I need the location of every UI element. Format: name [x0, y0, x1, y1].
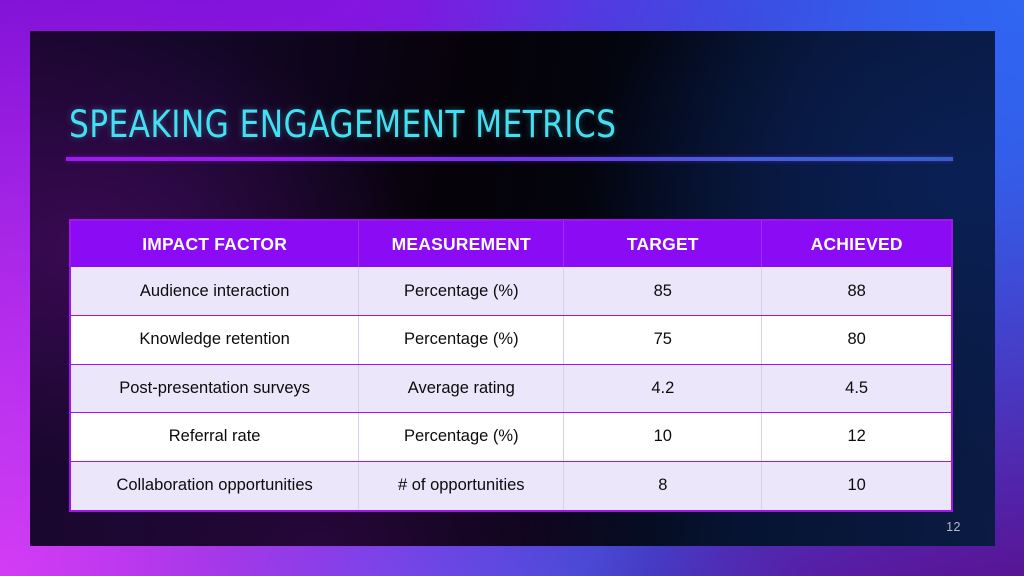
- cell-measurement: # of opportunities: [358, 461, 565, 510]
- metrics-table-container: IMPACT FACTOR MEASUREMENT TARGET ACHIEVE…: [69, 219, 953, 512]
- cell-achieved: 10: [761, 461, 951, 510]
- page-number: 12: [946, 520, 961, 534]
- cell-target: 8: [563, 461, 763, 510]
- cell-achieved: 4.5: [761, 364, 951, 413]
- cell-achieved: 12: [761, 412, 951, 462]
- cell-measurement: Percentage (%): [358, 267, 565, 316]
- metrics-table: IMPACT FACTOR MEASUREMENT TARGET ACHIEVE…: [71, 221, 951, 510]
- table-header: IMPACT FACTOR MEASUREMENT TARGET ACHIEVE…: [71, 221, 951, 267]
- slide-content-panel: SPEAKING ENGAGEMENT METRICS IMPACT FACTO…: [30, 31, 995, 546]
- table-row: Collaboration opportunities # of opportu…: [71, 461, 951, 510]
- cell-measurement: Percentage (%): [358, 315, 565, 365]
- column-header-impact-factor: IMPACT FACTOR: [71, 221, 360, 267]
- cell-target: 85: [563, 267, 763, 316]
- column-header-measurement: MEASUREMENT: [358, 221, 565, 267]
- column-header-achieved: ACHIEVED: [761, 221, 951, 267]
- table-header-row: IMPACT FACTOR MEASUREMENT TARGET ACHIEVE…: [71, 221, 951, 267]
- table-row: Audience interaction Percentage (%) 85 8…: [71, 267, 951, 316]
- cell-achieved: 80: [761, 315, 951, 365]
- cell-achieved: 88: [761, 267, 951, 316]
- cell-impact-factor: Audience interaction: [71, 267, 360, 316]
- table-row: Post-presentation surveys Average rating…: [71, 364, 951, 413]
- title-divider: [66, 157, 953, 161]
- cell-impact-factor: Referral rate: [71, 412, 360, 462]
- table-row: Referral rate Percentage (%) 10 12: [71, 412, 951, 462]
- page-title: SPEAKING ENGAGEMENT METRICS: [69, 103, 617, 146]
- cell-target: 75: [563, 315, 763, 365]
- cell-impact-factor: Knowledge retention: [71, 315, 360, 365]
- table-body: Audience interaction Percentage (%) 85 8…: [71, 267, 951, 510]
- table-row: Knowledge retention Percentage (%) 75 80: [71, 315, 951, 365]
- cell-target: 10: [563, 412, 763, 462]
- cell-target: 4.2: [563, 364, 763, 413]
- cell-measurement: Percentage (%): [358, 412, 565, 462]
- cell-impact-factor: Post-presentation surveys: [71, 364, 360, 413]
- cell-impact-factor: Collaboration opportunities: [71, 461, 360, 510]
- cell-measurement: Average rating: [358, 364, 565, 413]
- column-header-target: TARGET: [563, 221, 763, 267]
